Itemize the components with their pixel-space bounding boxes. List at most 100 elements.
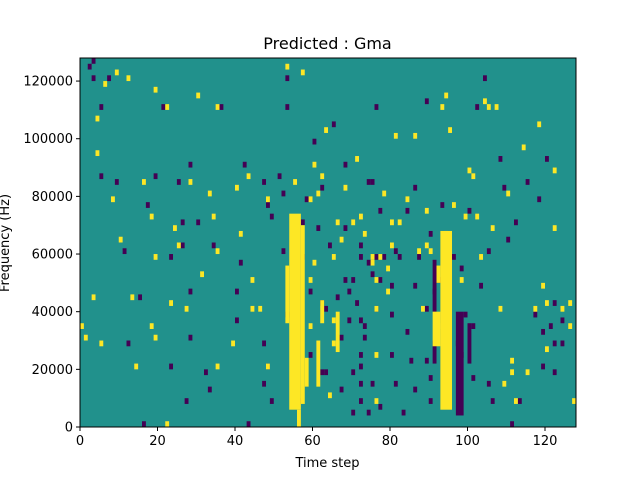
low-cell [180,219,185,226]
low-cell [91,75,96,82]
high-cell [521,144,526,151]
low-cell [428,375,433,381]
low-cell [560,340,565,347]
low-cell [548,323,553,329]
high-cell [285,63,290,70]
high-cell [545,346,549,353]
high-cell [483,98,487,105]
low-cell [533,311,538,318]
high-block [289,213,301,410]
high-cell [390,242,394,249]
high-cell [362,230,367,237]
low-cell [359,363,363,370]
low-cell [153,173,158,180]
x-axis-title: Time step [294,456,359,471]
high-cell [510,369,515,376]
low-cell [413,386,418,393]
high-cell [80,323,84,329]
high-cell [417,248,422,255]
high-cell [440,104,445,110]
low-cell [308,352,313,358]
low-cell [87,63,92,70]
low-cell [502,184,507,191]
high-cell [134,363,139,370]
chart-title: Predicted : Gma [263,34,391,53]
high-cell [211,213,216,220]
high-cell [320,173,325,180]
y-tick-label: 120000 [23,75,73,90]
high-cell [386,288,391,295]
low-cell [142,421,146,427]
low-cell [393,248,398,255]
high-cell [405,196,410,203]
high-cell [207,190,212,197]
high-block [335,311,340,353]
y-tick-label: 0 [65,421,73,436]
x-tick-label: 80 [382,434,399,449]
low-cell [359,317,363,324]
y-tick-label: 40000 [32,305,73,320]
low-cell [355,300,360,306]
high-cell [533,305,538,312]
low-cell [312,138,317,145]
low-cell [366,259,371,266]
low-cell [351,277,356,283]
low-cell [324,369,329,376]
low-cell [552,300,557,306]
low-cell [145,202,150,208]
high-cell [467,167,472,174]
high-cell [498,305,503,312]
low-cell [417,254,422,260]
low-cell [188,334,193,341]
low-cell [331,121,336,128]
high-cell [463,213,468,220]
low-cell [405,328,410,335]
high-cell [83,334,88,341]
low-cell [359,380,363,387]
low-cell [281,190,286,197]
high-cell [215,248,220,255]
low-cell [413,282,418,289]
x-axis: 0 20 40 60 80 100 120 [76,427,557,449]
low-cell [169,254,174,260]
low-cell [467,207,472,214]
low-cell [304,196,309,203]
high-cell [572,398,577,404]
high-cell [541,282,546,289]
low-cell [471,323,476,329]
high-cell [359,213,363,220]
low-cell [235,288,239,295]
low-cell [196,219,201,226]
low-cell [424,98,429,105]
low-cell [401,409,406,416]
high-cell [149,323,154,329]
high-cell [250,305,255,312]
high-cell [479,254,484,260]
low-block [432,259,437,312]
x-tick-label: 100 [455,434,480,449]
x-tick-label: 20 [149,434,166,449]
y-tick-label: 80000 [32,190,73,205]
high-cell [312,259,317,266]
low-cell [397,254,402,260]
high-cell [397,219,402,226]
high-cell [126,75,131,82]
low-cell [541,363,546,370]
low-cell [99,104,104,110]
low-cell [262,340,267,347]
high-cell [250,277,255,283]
high-cell [390,219,394,226]
high-cell [103,81,108,87]
high-cell [370,259,375,266]
high-cell [95,150,100,157]
high-cell [169,300,174,306]
low-cell [483,75,487,82]
low-cell [510,421,515,427]
high-cell [339,236,344,243]
low-cell [459,265,464,272]
low-cell [359,254,363,260]
low-cell [277,173,282,180]
high-cell [568,323,573,329]
high-cell [308,196,313,203]
